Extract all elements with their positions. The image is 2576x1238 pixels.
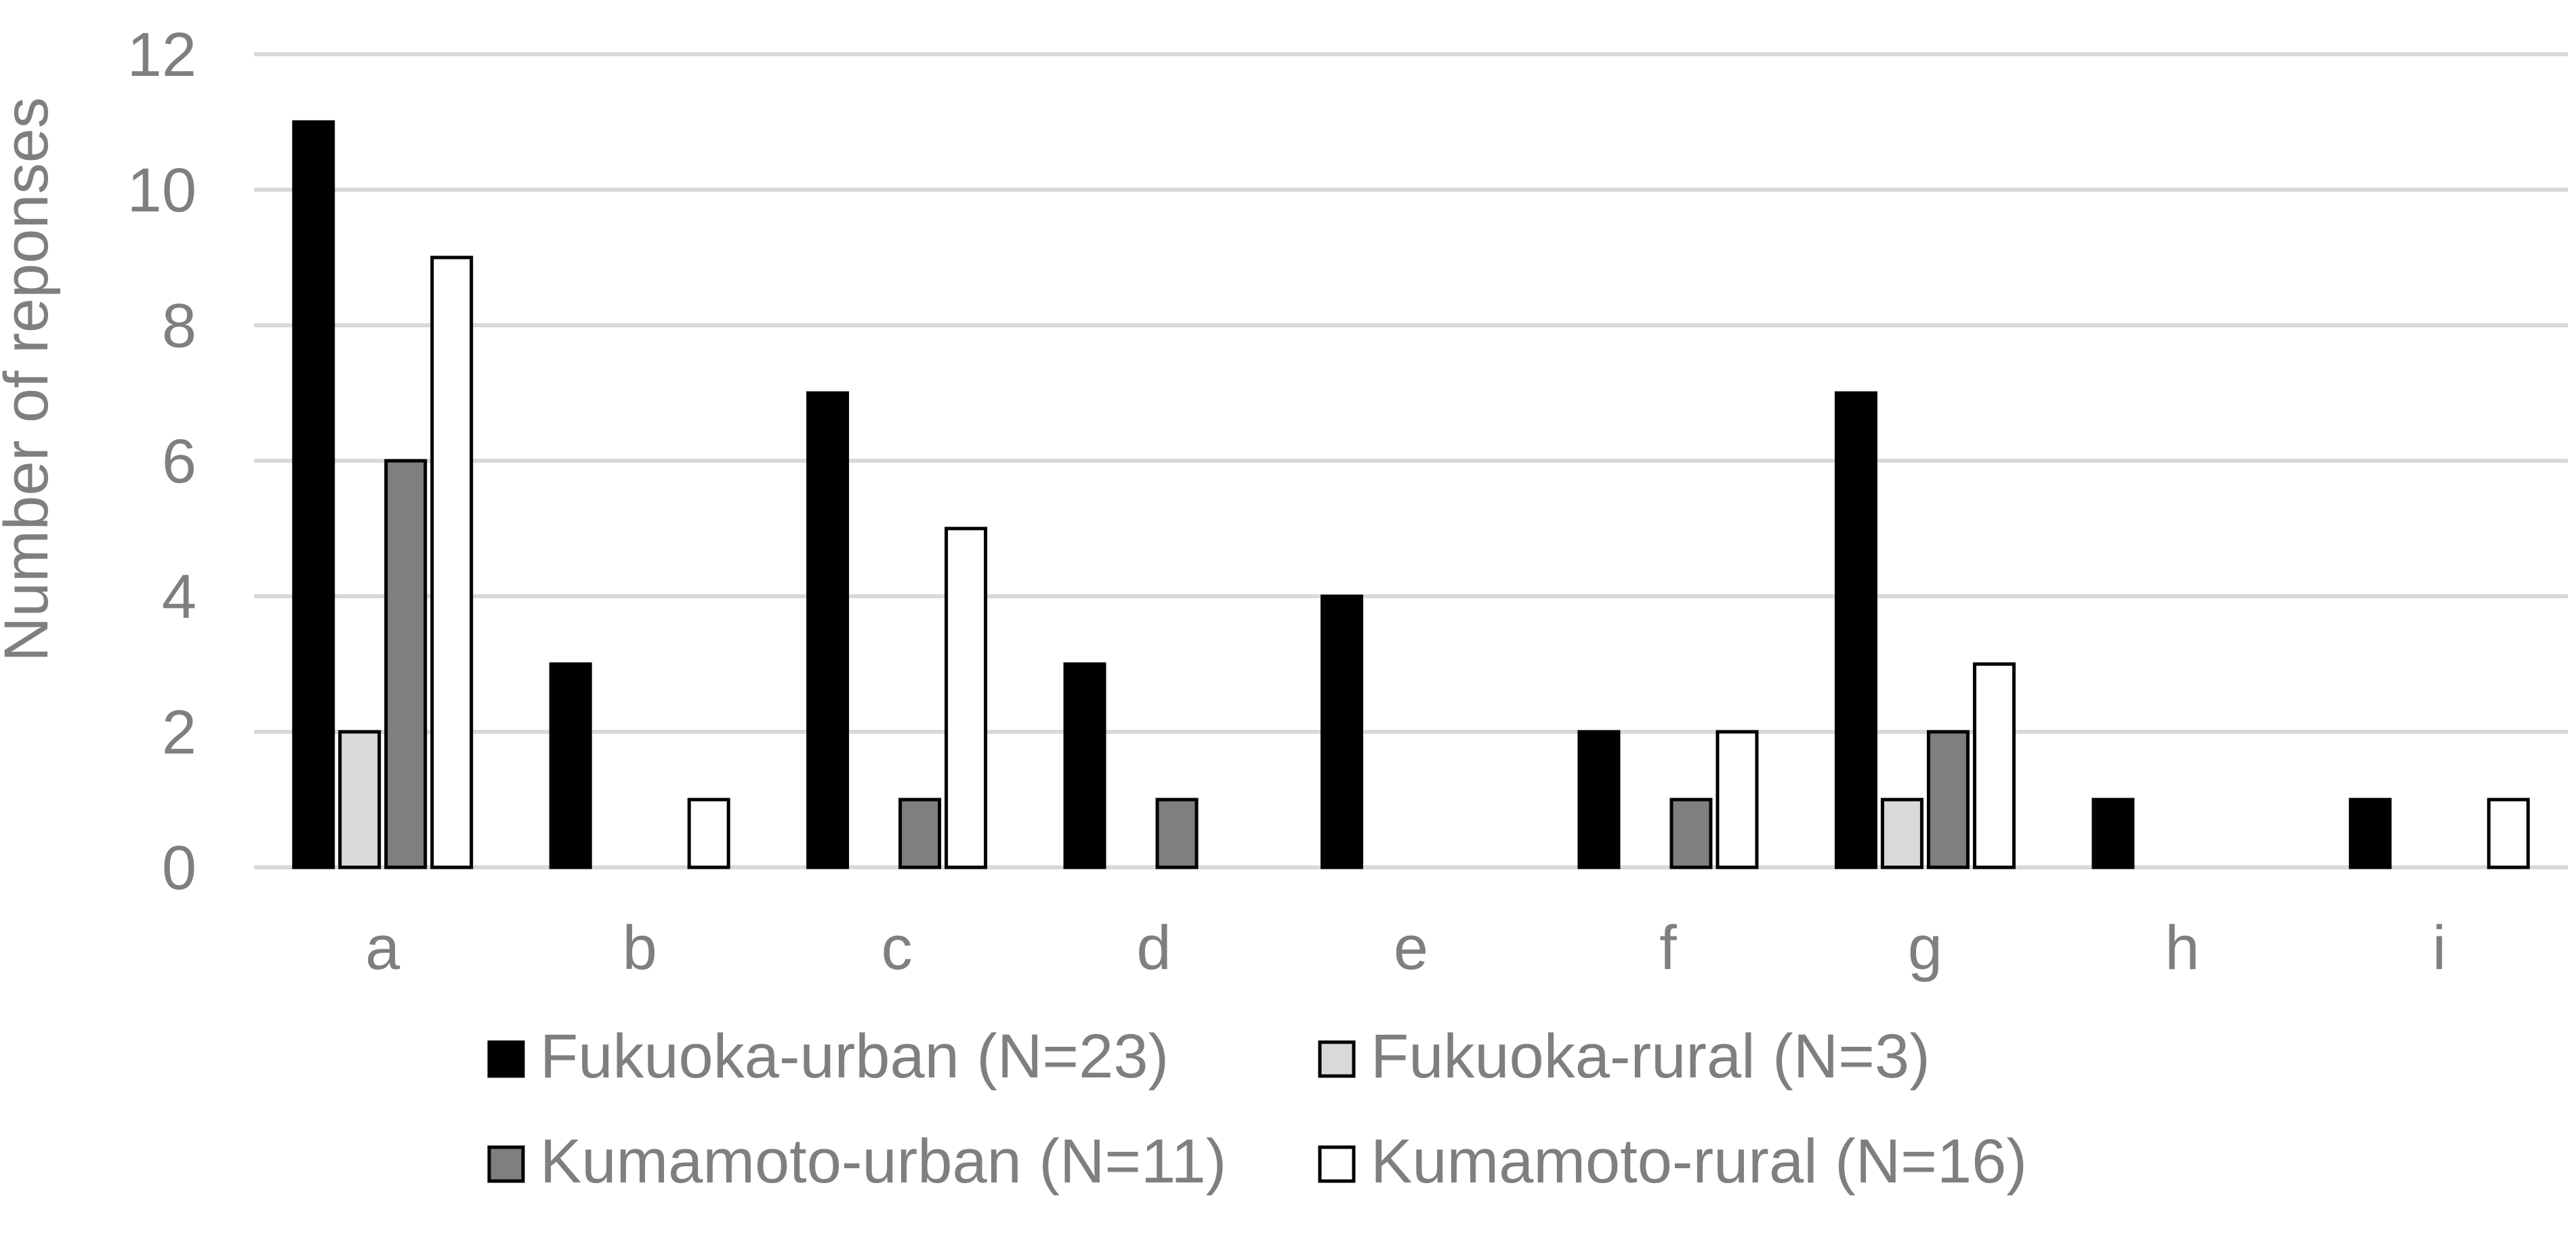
x-axis-categories: a b c d e f g h i [365, 913, 2446, 983]
x-category-label: h [2165, 913, 2199, 983]
legend-item: Kumamoto-rural (N=16) [1318, 1127, 2027, 1196]
bar-i-series-1 [2348, 798, 2392, 869]
legend-label: Fukuoka-rural (N=3) [1371, 1022, 1930, 1091]
bar-f-series-1 [1577, 730, 1621, 869]
x-category-label: i [2432, 913, 2446, 983]
bar-g-series-3 [1926, 730, 1970, 869]
bar-h-series-1 [2092, 798, 2135, 869]
y-tick-label: 8 [162, 291, 196, 360]
bar-d-series-3 [1155, 798, 1199, 869]
x-category-label: b [623, 913, 657, 983]
bar-d-series-1 [1063, 662, 1106, 869]
bar-f-series-3 [1669, 798, 1713, 869]
legend-swatch [487, 1145, 525, 1183]
bar-a-series-2 [338, 730, 381, 869]
bar-i-series-4 [2487, 798, 2530, 869]
x-category-label: f [1659, 913, 1677, 983]
bar-c-series-1 [806, 391, 850, 869]
x-category-label: c [881, 913, 913, 983]
bars [292, 120, 2530, 869]
y-tick-label: 2 [162, 698, 196, 767]
bar-b-series-4 [687, 798, 730, 869]
x-category-label: g [1908, 913, 1943, 983]
legend-swatch [1318, 1040, 1356, 1078]
y-tick-label: 12 [127, 20, 196, 89]
y-tick-label: 4 [162, 562, 196, 632]
legend-item: Fukuoka-rural (N=3) [1318, 1022, 1930, 1091]
legend-label: Kumamoto-urban (N=11) [540, 1127, 1226, 1196]
legend-swatch [1318, 1145, 1356, 1183]
legend-label: Fukuoka-urban (N=23) [540, 1022, 1169, 1091]
bar-a-series-3 [384, 459, 428, 869]
bar-g-series-4 [1972, 662, 2016, 869]
legend: Fukuoka-urban (N=23) Fukuoka-rural (N=3) K… [487, 1022, 2027, 1196]
gridlines [254, 52, 2568, 869]
y-axis-title: Number of reponses [0, 97, 61, 662]
x-category-label: a [365, 913, 400, 983]
legend-swatch [487, 1040, 525, 1078]
bar-f-series-4 [1716, 730, 1759, 869]
bar-c-series-3 [898, 798, 942, 869]
bar-a-series-4 [430, 255, 474, 869]
legend-item: Kumamoto-urban (N=11) [487, 1127, 1226, 1196]
x-category-label: d [1136, 913, 1171, 983]
y-axis-ticks: 0 2 4 6 8 10 12 [127, 20, 196, 903]
bar-b-series-1 [549, 662, 592, 869]
legend-label: Kumamoto-rural (N=16) [1371, 1127, 2027, 1196]
y-tick-label: 6 [162, 427, 196, 496]
y-tick-label: 0 [162, 833, 196, 903]
y-tick-label: 10 [127, 156, 196, 225]
bar-a-series-1 [292, 120, 335, 869]
bar-c-series-4 [944, 527, 988, 869]
legend-item: Fukuoka-urban (N=23) [487, 1022, 1169, 1091]
bar-e-series-1 [1321, 594, 1363, 869]
bar-g-series-1 [1834, 391, 1877, 869]
x-category-label: e [1394, 913, 1428, 983]
bar-g-series-2 [1880, 798, 1924, 869]
